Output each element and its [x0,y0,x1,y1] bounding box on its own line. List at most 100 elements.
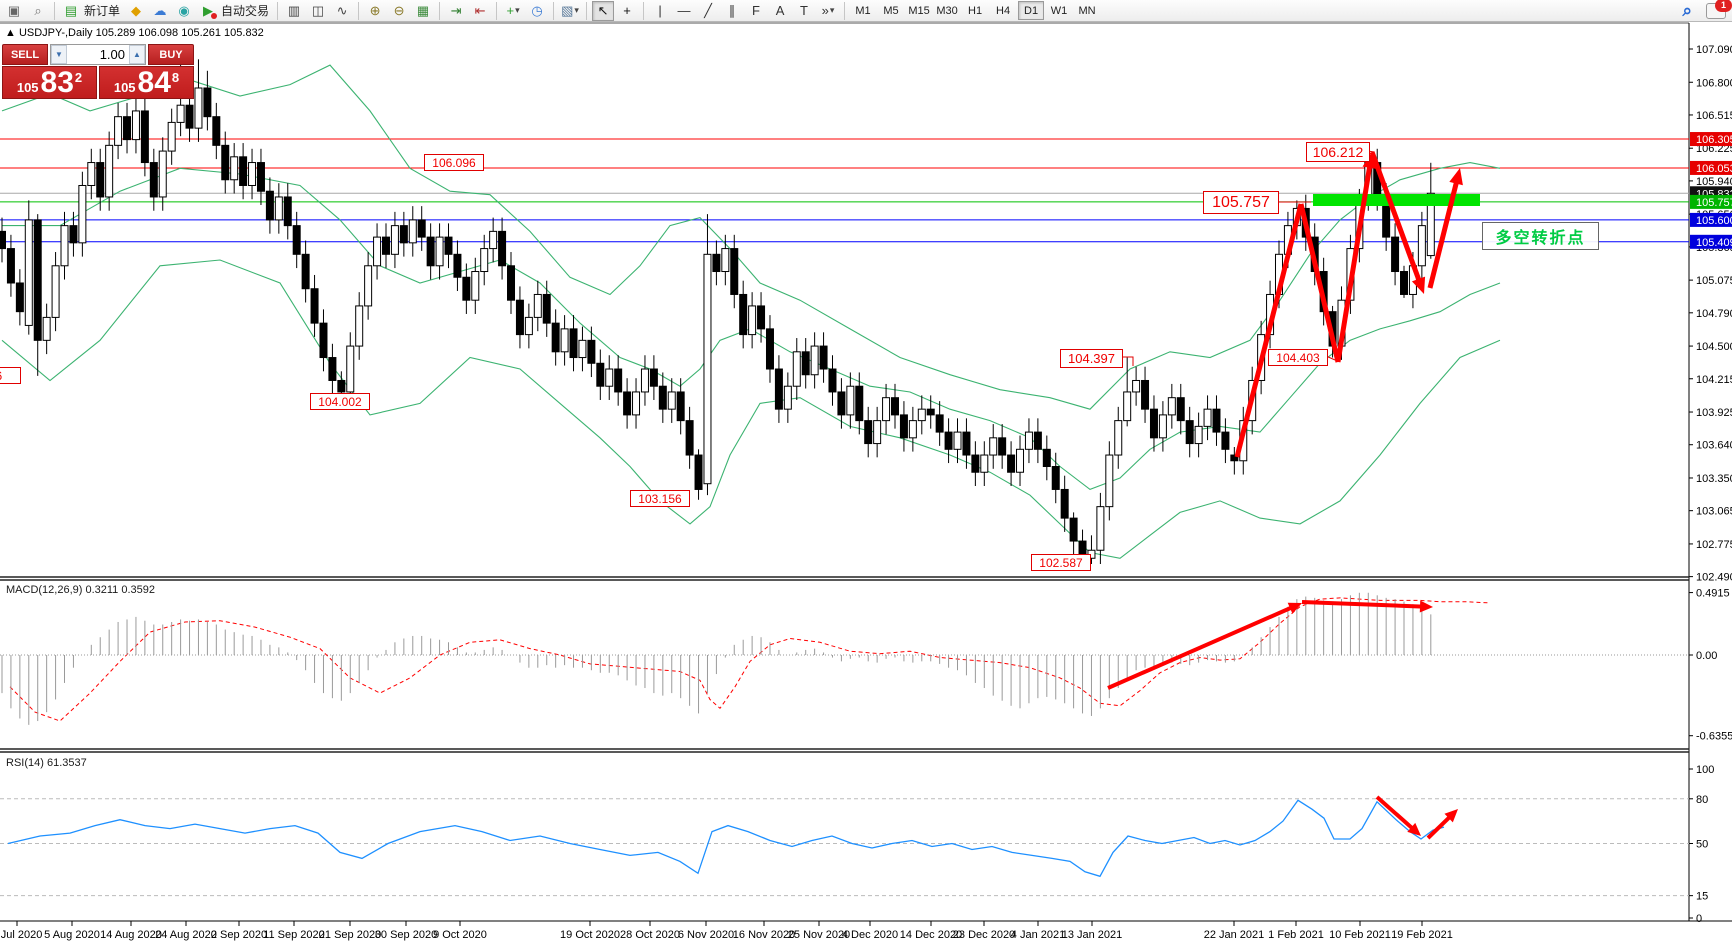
dropdown-caret-icon[interactable]: ▾ [574,5,579,15]
notification-badge: 1 [1715,0,1732,12]
chart-title: ▲ USDJPY-,Daily 105.289 106.098 105.261 … [5,27,264,39]
price-callout[interactable]: 102.587 [1031,554,1091,571]
community-icon[interactable]: ☁ [153,2,167,18]
arrows-icon[interactable]: » ▾ [821,3,835,18]
macd-axis: 0.4915 0.00 -0.6355 [1689,588,1732,743]
timeframe-button-m1[interactable]: M1 [855,4,871,17]
svg-text:106.305: 106.305 [1696,134,1732,146]
candlestick-icon[interactable]: ◫ [311,2,325,18]
profiles-icon[interactable]: ⌕ [34,2,42,18]
buy-button[interactable]: BUY [148,44,194,65]
timeframe-button-h1[interactable]: H1 [968,4,983,17]
volume-increase-button[interactable]: ▲ [129,45,145,64]
turning-point-note[interactable]: 多空转折点 [1482,222,1599,250]
timeframe-button-h4[interactable]: H4 [996,4,1011,17]
svg-text:2 Sep 2020: 2 Sep 2020 [211,929,267,941]
buy-price[interactable]: 105 84 8 [99,66,194,99]
main-toolbar: ▣ ⌕ ▤ 新订单 ◆ ☁ ◉ ▶ 自动交易 ▥ ◫ ∿ ⊕ ⊖ ▦ ⇥ ⇤ + ▾ ◷ ▧ ▾ ↖ + | — ╱ ∥ F A T » ▾ M1… [0,0,1732,22]
candles-layer [0,59,1435,566]
zoom-out-icon[interactable]: ⊖ [393,2,405,18]
new-chart-icon[interactable]: ▣ [7,2,21,18]
toolbar-separator [358,1,360,20]
svg-text:0.4915: 0.4915 [1696,588,1730,600]
volume-decrease-button[interactable]: ▼ [51,45,67,64]
macd-signal-line [9,597,1491,722]
new-order-icon[interactable]: ▤ [64,2,78,18]
timeframe-button-w1[interactable]: W1 [1050,4,1068,17]
price-callout[interactable]: 106.096 [424,154,484,171]
chart-shift-icon[interactable]: ⇤ [474,2,486,18]
price-callout[interactable]: 36 [0,367,21,384]
price-callout[interactable]: 104.403 [1268,349,1328,366]
svg-text:7 Jul 2020: 7 Jul 2020 [0,929,42,941]
sell-price-point: 2 [74,70,83,85]
notifications-icon[interactable]: 1 [1706,0,1732,19]
timeframe-button-d1[interactable]: D1 [1018,1,1045,20]
price-callout[interactable]: 103.156 [630,490,690,507]
fibonacci-icon[interactable]: F [752,3,760,18]
cursor-icon[interactable]: ↖ [592,0,615,21]
price-callout[interactable]: 106.212 [1306,142,1370,162]
rsi-line [7,799,1445,878]
buy-price-point: 8 [171,70,180,85]
green-highlight-bar[interactable] [1313,194,1480,206]
svg-text:13 Jan 2021: 13 Jan 2021 [1062,929,1123,941]
crosshair-icon[interactable]: + [623,3,631,18]
tile-windows-icon[interactable]: ▦ [416,2,430,18]
volume-input[interactable]: 1.00 [99,47,125,62]
autotrade-status-dot [211,12,218,19]
timeframe-button-m15[interactable]: M15 [908,4,930,17]
auto-scroll-icon[interactable]: ⇥ [450,2,462,18]
price-callout[interactable]: 104.397 [1060,349,1123,368]
svg-text:28 Oct 2020: 28 Oct 2020 [620,929,680,941]
template-icon[interactable]: ▧ ▾ [561,2,579,18]
horizontal-lines-layer [0,138,1689,243]
price-callout[interactable]: 104.002 [310,393,370,410]
zoom-in-icon[interactable]: ⊕ [369,2,381,18]
price-callout[interactable]: 105.757 [1203,191,1279,214]
buy-price-big-figure: 105 [113,80,136,95]
dropdown-caret-icon[interactable]: ▾ [829,5,835,15]
search-icon[interactable]: ⌕ [1682,0,1692,20]
svg-text:15: 15 [1696,891,1708,903]
add-indicator-icon[interactable]: + ▾ [506,3,520,18]
svg-text:14 Dec 2020: 14 Dec 2020 [900,929,962,941]
channel-icon[interactable]: ∥ [728,2,736,18]
rsi-indicator-label: RSI(14) 61.3537 [6,757,87,769]
gold-icon[interactable]: ◆ [131,2,142,18]
collapse-triangle-icon[interactable]: ▲ [5,27,16,39]
svg-text:23 Dec 2020: 23 Dec 2020 [953,929,1015,941]
svg-text:105.757: 105.757 [1696,197,1732,209]
sell-button[interactable]: SELL [2,44,48,65]
trendline-icon[interactable]: ╱ [704,2,712,18]
label-icon[interactable]: T [800,3,808,18]
highlight-layer [1313,194,1480,206]
svg-text:103.065: 103.065 [1696,506,1732,518]
svg-text:104.790: 104.790 [1696,308,1732,320]
timeframe-button-mn[interactable]: MN [1078,4,1096,17]
vline-icon[interactable]: | [658,3,662,18]
autotrade-label[interactable]: 自动交易 [221,4,270,18]
timeframe-button-m5[interactable]: M5 [883,4,899,17]
svg-text:105.600: 105.600 [1696,215,1732,227]
new-order-label[interactable]: 新订单 [84,4,121,18]
hline-icon[interactable]: — [677,3,691,18]
svg-text:10 Feb 2021: 10 Feb 2021 [1329,929,1391,941]
svg-text:105.409: 105.409 [1696,237,1732,249]
text-icon[interactable]: A [775,3,785,18]
toolbar-separator [54,1,55,20]
signals-icon[interactable]: ◉ [178,2,190,18]
autotrade-icon[interactable]: ▶ [197,1,219,21]
sell-price[interactable]: 105 83 2 [2,66,97,99]
timeframe-button-m30[interactable]: M30 [936,4,958,17]
bar-chart-icon[interactable]: ▥ [287,2,301,18]
sell-price-pips: 83 [40,66,74,99]
svg-text:50: 50 [1696,839,1708,851]
sell-price-big-figure: 105 [16,80,39,95]
svg-text:106.053: 106.053 [1696,163,1732,175]
dropdown-caret-icon[interactable]: ▾ [515,5,520,15]
svg-text:5 Aug 2020: 5 Aug 2020 [44,929,100,941]
line-chart-icon[interactable]: ∿ [336,2,348,18]
period-icon[interactable]: ◷ [531,2,543,18]
